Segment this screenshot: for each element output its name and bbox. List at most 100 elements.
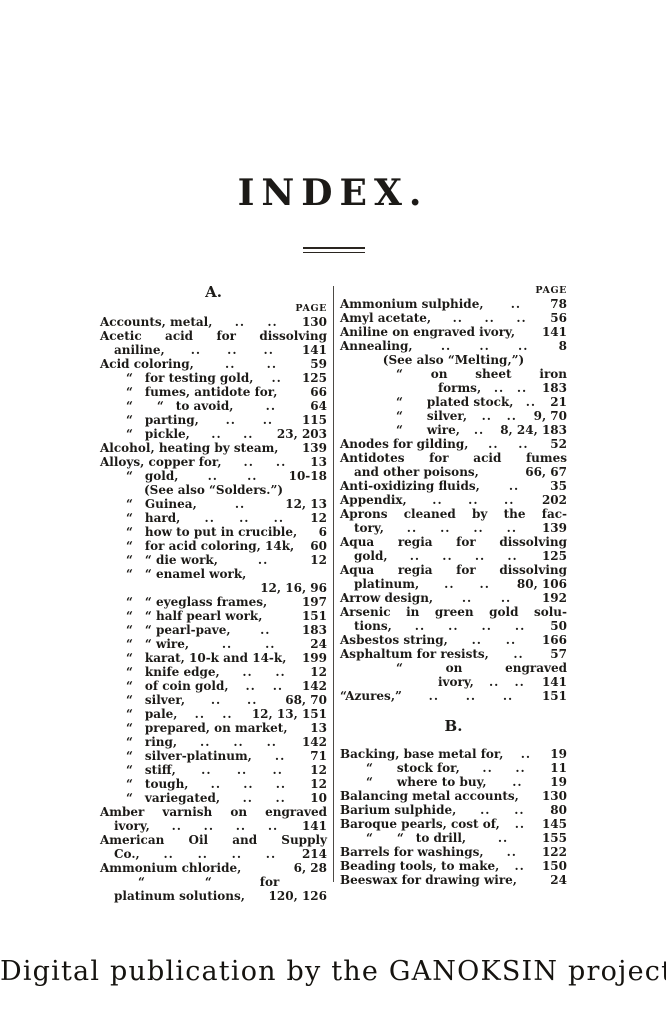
section-header: A. (205, 283, 222, 301)
entry-text: “ “ to drill, (366, 831, 467, 845)
leader-dots: ...... (452, 311, 527, 325)
index-entry: Amber varnish on engraved (100, 805, 327, 819)
index-entry: “ “ die work,.. 12 (100, 553, 327, 567)
leader-dots: .. (525, 395, 537, 409)
leader-dots: .. (520, 747, 532, 761)
entry-page-number: 24 (310, 637, 327, 651)
entry-page-number: 11 (550, 761, 567, 775)
entry-text: Annealing, (340, 339, 413, 353)
entry-text: Acid coloring, (100, 357, 194, 371)
index-entry: “ how to put in crucible, 6 (100, 525, 327, 539)
leader-dots: ...... (200, 735, 277, 749)
entry-page-number: 141 (301, 819, 327, 833)
entry-text: “ “ for (126, 875, 280, 889)
index-entry: “ silver,.... 9, 70 (340, 409, 567, 423)
entry-page-number: 183 (301, 623, 327, 637)
index-entry: ivory,.... 141 (340, 675, 567, 689)
entry-text: “ variegated, (126, 791, 221, 805)
index-entry: Arsenic in green gold solu- (340, 605, 567, 619)
entry-page-number: 150 (541, 859, 567, 873)
index-entry: “ “ wire,.... 24 (100, 637, 327, 651)
entry-text: Ammonium chloride, (100, 861, 242, 875)
index-entry: “ wire,.. 8, 24, 183 (340, 423, 567, 437)
leader-dots: .. (265, 399, 277, 413)
index-entry: “ on engraved (340, 661, 567, 675)
entry-page-number: 122 (541, 845, 567, 859)
leader-dots: .... (194, 707, 233, 721)
index-entry: “ hard,...... 12 (100, 511, 327, 525)
entry-page-number: 66 (310, 385, 327, 399)
index-entry: aniline,...... 141 (100, 343, 327, 357)
entry-page-number: 139 (301, 441, 327, 455)
index-entry: “Azures,”...... 151 (340, 689, 567, 703)
index-entry: platinum,.... 80, 106 (340, 577, 567, 591)
entry-page-number: 6, 28 (293, 861, 327, 875)
leader-dots: ...... (210, 777, 287, 791)
entry-text: “ “ die work, (126, 553, 218, 567)
entry-page-number: 13 (310, 455, 327, 469)
entry-text: “ silver-platinum, (126, 749, 252, 763)
title-rule (303, 247, 365, 253)
entry-text: aniline, (114, 343, 165, 357)
index-entry: “ parting,.... 115 (100, 413, 327, 427)
entry-text: Backing, base metal for, (340, 747, 504, 761)
index-entry: forms,.... 183 (340, 381, 567, 395)
leader-dots: ...... (432, 493, 515, 507)
entry-page-number: 19 (550, 747, 567, 761)
index-entry: tory,........ 139 (340, 521, 567, 535)
index-entry: “ of coin gold,.... 142 (100, 679, 327, 693)
entry-text: Appendix, (340, 493, 407, 507)
entry-text: “ fumes, antidote for, (126, 385, 278, 399)
leader-dots: .... (482, 761, 526, 775)
entry-text: “ of coin gold, (126, 679, 229, 693)
entry-text: “ karat, 10-k and 14-k, (126, 651, 287, 665)
entry-page-number: 66, 67 (525, 465, 567, 479)
leader-dots: .. (473, 423, 485, 437)
leader-dots: ...... (440, 339, 529, 353)
index-entry: Baroque pearls, cost of,.. 145 (340, 817, 567, 831)
leader-dots: .. (506, 845, 517, 859)
entry-page-number: 35 (550, 479, 567, 493)
index-entry: “ ring,...... 142 (100, 735, 327, 749)
entry-page-number: 141 (541, 325, 567, 339)
leader-dots: .. (512, 775, 523, 789)
page-column-label: PAGE (295, 303, 327, 314)
entry-text: “ on engraved (396, 661, 567, 675)
entry-page-number: 56 (550, 311, 567, 325)
index-entry: Aqua regia for dissolving (340, 563, 567, 577)
index-entry: “ fumes, antidote for, 66 (100, 385, 327, 399)
section-header: B. (444, 717, 463, 735)
leader-dots: .... (461, 591, 512, 605)
index-entry: “ “ pearl-pave,.. 183 (100, 623, 327, 637)
entry-text: Acetic acid for dissolving (100, 329, 327, 343)
entry-page-number: 13 (310, 721, 327, 735)
entry-text: “ silver, (126, 693, 186, 707)
entry-page-number: 50 (550, 619, 567, 633)
index-entry: “ tough,...... 12 (100, 777, 327, 791)
entry-text: Beading tools, to make, (340, 859, 500, 873)
entry-page-number: 52 (550, 437, 567, 451)
entry-page-number: 166 (541, 633, 567, 647)
entry-page-number: 9, 70 (533, 409, 567, 423)
entry-page-number: 80, 106 (516, 577, 567, 591)
index-entry: “ for acid coloring, 14k, 60 (100, 539, 327, 553)
index-crossref: (See also “Solders.”) (143, 483, 284, 497)
page-column-label: PAGE (535, 285, 567, 296)
entry-text: “ pickle, (126, 427, 190, 441)
index-entry: Anodes for gilding,.... 52 (340, 437, 567, 451)
entry-text: Accounts, metal, (100, 315, 213, 329)
entry-page-number: 19 (550, 775, 567, 789)
entry-text: “ “ wire, (126, 637, 190, 651)
entry-page-number: 23, 203 (276, 427, 327, 441)
leader-dots: .. (508, 479, 520, 493)
entry-page-number: 202 (541, 493, 567, 507)
index-entry: Appendix,...... 202 (340, 493, 567, 507)
leader-dots: .... (488, 437, 529, 451)
entry-page-number: 192 (541, 591, 567, 605)
index-entry: “ “ eyeglass frames, 197 (100, 595, 327, 609)
index-entry: ivory,........ 141 (100, 819, 327, 833)
entry-text: Beeswax for drawing wire, (340, 873, 517, 887)
entry-page-number: 12, 13 (285, 497, 327, 511)
leader-dots: .... (207, 469, 258, 483)
entry-text: “ plated stock, (396, 395, 514, 409)
